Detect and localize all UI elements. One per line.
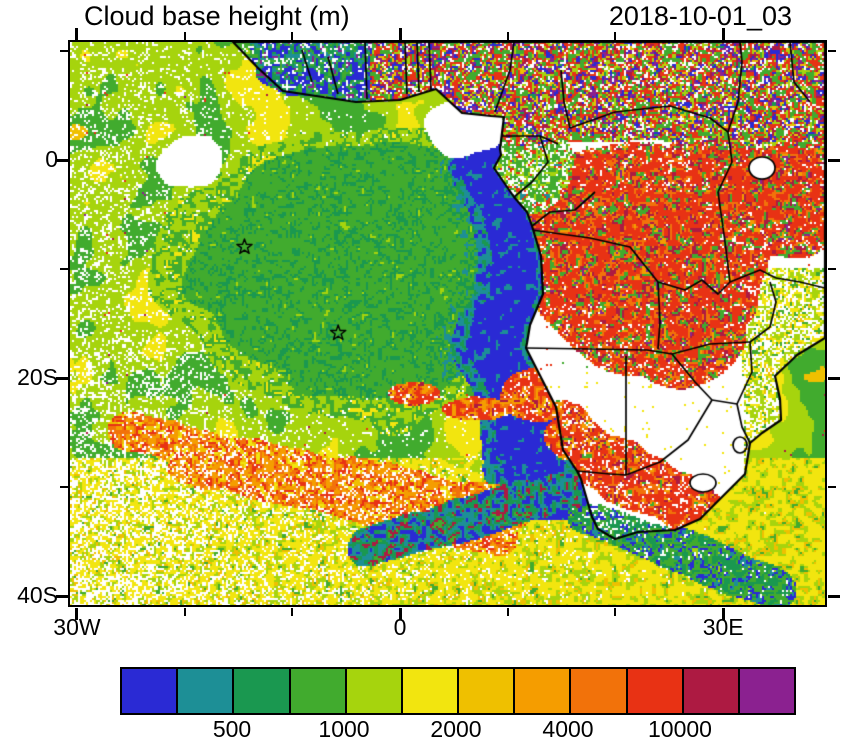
y-axis-label: 0 [45,146,58,173]
axis-tick [60,268,68,271]
colorbar-label: 2000 [430,716,482,742]
colorbar-box [571,669,628,713]
axis-tick [56,158,68,162]
axis-tick [506,32,509,40]
axis-tick [56,594,68,598]
axis-tick [183,608,186,616]
axis-tick [828,50,836,53]
axis-tick [398,608,402,620]
colorbar-label: 10000 [648,716,712,742]
plot-timestamp: 2018-10-01_03 [608,1,792,31]
axis-tick [291,608,294,616]
colorbar [120,667,796,715]
colorbar-box [683,669,740,713]
colorbar-box [739,669,795,713]
x-axis-label: 30E [702,614,744,640]
axis-tick [828,594,840,598]
axis-tick [60,486,68,489]
colorbar-box [234,669,291,713]
colorbar-box [402,669,460,713]
colorbar-label: 4000 [542,716,594,742]
colorbar-box [515,669,572,713]
map-canvas [70,42,825,605]
y-axis-label: 40S [17,582,58,609]
colorbar-label: 500 [212,716,252,742]
axis-tick [398,28,402,40]
axis-tick [506,608,509,616]
axis-tick [75,608,79,620]
x-axis-label: 30W [53,614,101,640]
colorbar-box [290,669,347,713]
axis-tick [721,28,725,40]
axis-tick [75,28,79,40]
colorbar-box [346,669,403,713]
colorbar-box [627,669,684,713]
axis-tick [614,608,617,616]
axis-tick [183,32,186,40]
axis-tick [614,32,617,40]
axis-tick [291,32,294,40]
axis-tick [60,50,68,53]
axis-tick [721,608,725,620]
map-frame [68,40,827,607]
axis-tick [828,376,840,380]
x-axis-label: 0 [393,614,407,640]
plot-title: Cloud base height (m) [84,1,350,31]
colorbar-label: 1000 [318,716,370,742]
colorbar-box [178,669,235,713]
axis-tick [828,158,840,162]
colorbar-box [122,669,179,713]
colorbar-box [459,669,516,713]
axis-tick [828,486,836,489]
axis-tick [828,268,836,271]
y-axis-label: 20S [17,364,58,391]
axis-tick [56,376,68,380]
